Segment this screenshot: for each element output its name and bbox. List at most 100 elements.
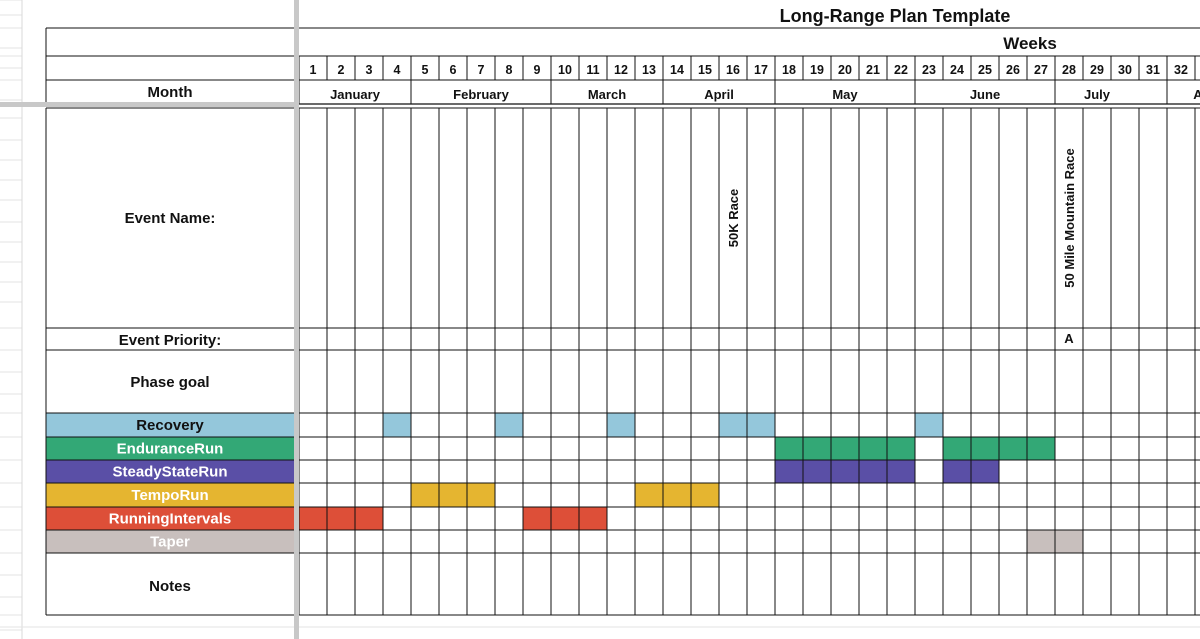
training-cell-temporun — [439, 483, 467, 507]
training-cell-endurancerun — [775, 437, 803, 460]
week-number: 29 — [1090, 63, 1104, 77]
training-cell-steadystaterun — [887, 460, 915, 483]
week-number: 17 — [754, 63, 768, 77]
week-number: 23 — [922, 63, 936, 77]
training-label-recovery: Recovery — [136, 417, 204, 434]
training-cell-endurancerun — [887, 437, 915, 460]
training-cell-taper — [1055, 530, 1083, 553]
training-cell-steadystaterun — [971, 460, 999, 483]
week-number: 18 — [782, 63, 796, 77]
training-cell-temporun — [635, 483, 663, 507]
week-number: 22 — [894, 63, 908, 77]
training-fills — [46, 413, 1083, 553]
training-cell-taper — [1027, 530, 1055, 553]
training-cell-steadystaterun — [803, 460, 831, 483]
week-number: 26 — [1006, 63, 1020, 77]
week-number: 13 — [642, 63, 656, 77]
freeze-column-handle[interactable] — [294, 0, 299, 639]
month-label-january: January — [330, 87, 381, 102]
training-cell-runningintervals — [355, 507, 383, 530]
training-cell-endurancerun — [1027, 437, 1055, 460]
training-cell-endurancerun — [971, 437, 999, 460]
week-number: 10 — [558, 63, 572, 77]
training-cell-temporun — [663, 483, 691, 507]
week-number: 31 — [1146, 63, 1160, 77]
week-number: 25 — [978, 63, 992, 77]
labels: Long-Range Plan Template Weeks A Month E… — [119, 6, 1200, 595]
week-number: 11 — [586, 63, 599, 77]
partial-month-label: A — [1193, 87, 1200, 102]
training-cell-recovery — [495, 413, 523, 437]
event-priority-label: Event Priority: — [119, 332, 222, 349]
month-label-february: February — [453, 87, 509, 102]
week-number: 20 — [838, 63, 852, 77]
training-cell-temporun — [467, 483, 495, 507]
freeze-panes[interactable] — [0, 0, 299, 639]
week-number: 1 — [310, 63, 317, 77]
week-number: 32 — [1174, 63, 1188, 77]
training-cell-steadystaterun — [943, 460, 971, 483]
week-number: 4 — [394, 63, 401, 77]
training-cell-recovery — [383, 413, 411, 437]
week-number: 28 — [1062, 63, 1076, 77]
row-label-recovery — [46, 413, 295, 437]
month-label-march: March — [588, 87, 626, 102]
month-label-may: May — [832, 87, 858, 102]
training-cell-runningintervals — [299, 507, 327, 530]
page-title: Long-Range Plan Template — [780, 6, 1011, 26]
month-row-label: Month — [148, 84, 193, 101]
training-cell-endurancerun — [803, 437, 831, 460]
training-label-temporun: TempoRun — [131, 487, 208, 504]
row-label-runningintervals — [46, 507, 295, 530]
row-label-steadystaterun — [46, 460, 295, 483]
training-cell-runningintervals — [327, 507, 355, 530]
training-cell-temporun — [411, 483, 439, 507]
training-cell-recovery — [915, 413, 943, 437]
training-cell-endurancerun — [831, 437, 859, 460]
training-label-runningintervals: RunningIntervals — [109, 511, 232, 528]
training-cell-runningintervals — [579, 507, 607, 530]
training-cell-runningintervals — [551, 507, 579, 530]
training-cell-endurancerun — [999, 437, 1027, 460]
week-number: 27 — [1034, 63, 1048, 77]
training-cell-recovery — [719, 413, 747, 437]
event-name-text: 50K Race — [726, 189, 741, 248]
training-cell-recovery — [747, 413, 775, 437]
training-cell-recovery — [607, 413, 635, 437]
week-number: 21 — [866, 63, 880, 77]
month-label-april: April — [704, 87, 734, 102]
training-cell-endurancerun — [859, 437, 887, 460]
training-cell-endurancerun — [943, 437, 971, 460]
week-number: 15 — [698, 63, 712, 77]
event-name-text: 50 Mile Mountain Race — [1062, 148, 1077, 287]
training-cell-steadystaterun — [831, 460, 859, 483]
training-cell-steadystaterun — [859, 460, 887, 483]
week-number: 7 — [478, 63, 485, 77]
week-number: 16 — [726, 63, 740, 77]
phase-goal-label: Phase goal — [130, 374, 209, 391]
training-label-endurancerun: EnduranceRun — [117, 441, 224, 458]
training-cell-runningintervals — [523, 507, 551, 530]
weeks-heading: Weeks — [1003, 34, 1057, 53]
event-name-label: Event Name: — [125, 210, 216, 227]
week-number: 12 — [614, 63, 628, 77]
week-number: 24 — [950, 63, 964, 77]
week-number: 5 — [422, 63, 429, 77]
training-cell-temporun — [691, 483, 719, 507]
notes-label: Notes — [149, 578, 191, 595]
training-label-steadystaterun: SteadyStateRun — [112, 464, 227, 481]
freeze-row-handle[interactable] — [0, 102, 297, 107]
week-number: 19 — [810, 63, 824, 77]
week-number: 8 — [506, 63, 513, 77]
week-number: 2 — [338, 63, 345, 77]
month-label-june: June — [970, 87, 1000, 102]
week-number: 3 — [366, 63, 373, 77]
month-label-july: July — [1084, 87, 1111, 102]
row-label-endurancerun — [46, 437, 295, 460]
training-cell-steadystaterun — [775, 460, 803, 483]
row-label-temporun — [46, 483, 295, 507]
week-number: 9 — [534, 63, 541, 77]
dynamic-content: Recovery EnduranceRun SteadyStateRun TempoR… — [109, 63, 1188, 551]
week-number: 30 — [1118, 63, 1132, 77]
